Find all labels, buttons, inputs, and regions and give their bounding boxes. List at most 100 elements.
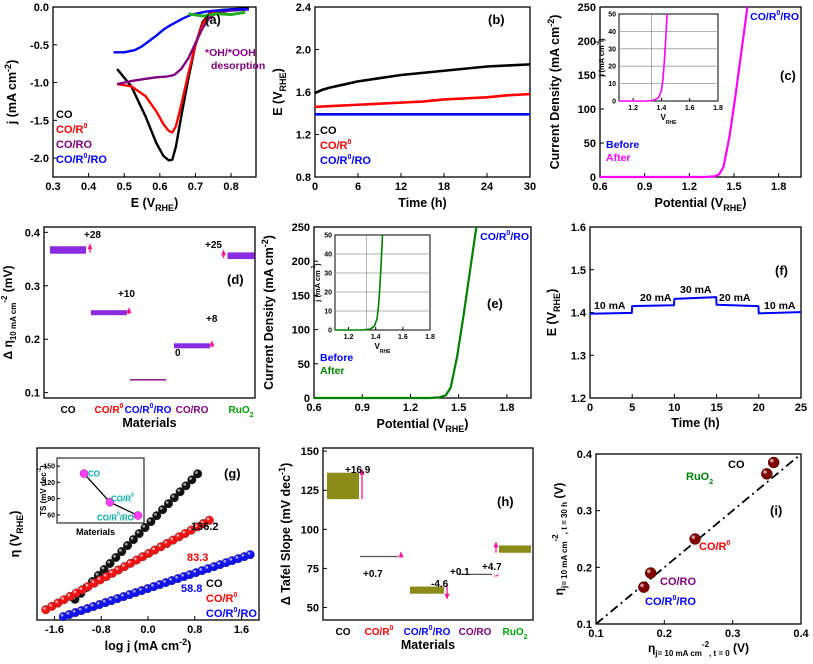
point-highlight	[206, 517, 210, 521]
point-highlight	[132, 589, 136, 593]
point-highlight	[73, 590, 77, 594]
x-tick-label: 0.4	[81, 181, 97, 193]
point-highlight	[130, 536, 134, 540]
series-line-1	[314, 92, 531, 109]
point-highlight	[177, 489, 181, 492]
point-highlight	[176, 534, 180, 537]
point-highlight	[217, 561, 221, 565]
plot-frame	[322, 447, 534, 621]
step-label-3: 20 mA	[719, 292, 751, 304]
slope-label-2: 58.8	[181, 583, 202, 595]
delta-label: +25	[205, 240, 222, 251]
y-tick-label: 1.5	[571, 265, 586, 277]
y-tick-label: 1.2	[571, 393, 586, 405]
legend-after: After	[320, 365, 345, 377]
point-highlight	[647, 569, 651, 573]
point-highlight	[107, 560, 111, 564]
inset-x-tick-label: 1.6	[685, 105, 695, 112]
plot-frame	[52, 6, 257, 178]
inset-y-tick-label: 0	[612, 99, 616, 106]
y-tick-label: 0.8	[296, 172, 311, 184]
inset-point-label: CO/R0/RO	[97, 512, 134, 523]
y-tick-label: 0	[590, 172, 596, 184]
inset-y-tick-label: 120	[43, 480, 55, 487]
legend-entry-2: CO/RO	[56, 139, 93, 151]
panel-d: 0.1 0.2 0.3 0.4 +28 +10 0 +8 +25 CO CO/R0 CO/R0/RO C…	[0, 226, 256, 430]
panel-label: (h)	[497, 494, 514, 509]
y-tick-label: 150	[292, 290, 310, 302]
x-tick-label: 1.2	[682, 181, 697, 193]
point-highlight	[182, 530, 186, 534]
panel-a: 0.3 0.4 0.5 0.6 0.7 0.8 0.0 -0.5 -1.0 -1.5 -2.0 E (…	[3, 2, 265, 213]
delta-label: -4.6	[431, 579, 449, 590]
bar-4	[227, 252, 255, 260]
point-highlight	[121, 563, 125, 567]
x-axis-label: E (VRHE)	[131, 196, 179, 213]
inset-curve	[619, 13, 668, 102]
point-highlight	[60, 613, 64, 617]
point-highlight	[148, 518, 152, 522]
inset-x-label: Materials	[76, 527, 115, 537]
point-highlight	[119, 548, 122, 552]
series-line-after	[314, 226, 478, 400]
point-highlight	[126, 591, 130, 595]
legend-title: CO/R0/RO	[480, 230, 529, 243]
step-label-0: 10 mA	[594, 300, 626, 312]
inset-x-tick-label: 1.2	[344, 334, 354, 341]
inset-y-tick-label: 50	[608, 12, 616, 19]
step-line	[589, 296, 802, 315]
delta-label: +0.7	[363, 569, 383, 580]
delta-arrowhead	[444, 593, 450, 600]
point-highlight	[91, 580, 95, 584]
point-highlight	[165, 500, 169, 504]
x-axis-label: Materials	[401, 638, 455, 652]
point-label-1: RuO2	[686, 471, 713, 486]
step-label-4: 10 mA	[764, 300, 796, 312]
y-axis-label: Δ η10 mA cm-2 (mV)	[0, 266, 18, 360]
delta-arrowhead	[398, 551, 404, 558]
inset-y-tick-label: 40	[608, 29, 616, 36]
y-tick-label: 125	[301, 485, 319, 497]
x-tick-label: 0.5	[117, 181, 132, 193]
panel-i: 0.1 0.2 0.3 0.4 0.1 0.2 0.3 0.4 CO RuO2 CO/R0 CO/RO…	[551, 449, 810, 658]
x-tick-label: 20	[753, 402, 765, 414]
x-tick-label: 25	[795, 402, 807, 414]
y-tick-label: 200	[292, 256, 310, 268]
point-highlight	[55, 600, 58, 604]
inset-y-tick-label: 30	[324, 271, 332, 278]
point-highlight	[136, 530, 140, 534]
point-highlight	[139, 553, 143, 557]
point-highlight	[145, 585, 148, 589]
x-tick-label: 5	[629, 402, 635, 414]
point-highlight	[170, 537, 174, 541]
x-axis-label: Materials	[122, 416, 176, 430]
point-highlight	[84, 605, 88, 609]
legend-entry-1: CO/R0	[206, 592, 238, 605]
y-tick-label: 0.3	[25, 281, 40, 293]
y-tick-label: 1.4	[571, 308, 587, 320]
x-tick-label: 1.6	[234, 624, 249, 636]
x-tick-label: 12	[395, 181, 407, 193]
y-tick-label: 100	[292, 325, 310, 337]
point-label-3: CO/RO	[660, 576, 697, 588]
inset-y-tick-label: 20	[324, 290, 332, 297]
inset-y-tick-label: 50	[324, 233, 332, 240]
point-highlight	[97, 577, 101, 580]
x-tick-label: 1.5	[726, 181, 741, 193]
legend-entry-3: CO/R0/RO	[56, 153, 107, 166]
series-line-2	[116, 8, 249, 86]
y-tick-label: -1.0	[30, 78, 49, 90]
bar-4	[499, 545, 531, 553]
data-point	[193, 469, 203, 479]
inset-y-label: j (mA cm-2)	[595, 38, 606, 78]
point-highlight	[67, 593, 71, 597]
slope-label-1: 83.3	[187, 552, 208, 564]
x-axis-label: Time (h)	[398, 196, 446, 210]
panel-label: (d)	[227, 272, 244, 287]
inset-y-tick-label: 30	[608, 46, 616, 53]
y-tick-label: 1.6	[296, 87, 311, 99]
inset-x-tick-label: 1.4	[371, 334, 381, 341]
point-highlight	[188, 527, 192, 531]
y-tick-label: 2.4	[296, 2, 312, 14]
series-line-3	[113, 8, 249, 54]
